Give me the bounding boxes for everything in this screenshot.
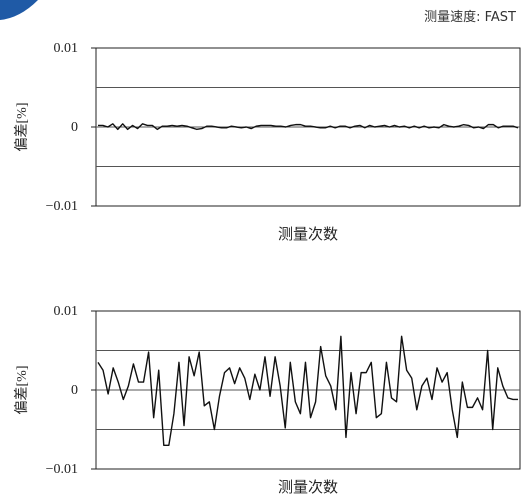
chart-top-xlabel: 测量次数 — [278, 226, 338, 243]
chart-top-ytick-label: 0.01 — [54, 41, 79, 56]
chart-bottom-ytick-label: −0.01 — [46, 462, 78, 477]
chart-top-ytick-label: 0 — [71, 120, 78, 135]
chart-bottom-series — [97, 335, 518, 446]
chart-bottom-ylabel: 偏差[%] — [14, 366, 30, 415]
chart-top: 0.01 0 −0.01 偏差[%] 测量次数 — [14, 41, 521, 243]
chart-top-ytick-label: −0.01 — [46, 199, 78, 214]
chart-top-yticks — [91, 47, 96, 207]
speed-label: 测量速度: FAST — [424, 9, 516, 25]
chart-bottom-ytick-label: 0.01 — [54, 304, 79, 319]
chart-top-series-line — [98, 123, 519, 131]
chart-bottom-ytick-label: 0 — [71, 383, 78, 398]
chart-top-series — [98, 123, 519, 131]
chart-top-ylabel: 偏差[%] — [14, 103, 30, 152]
chart-bottom-xlabel: 测量次数 — [278, 479, 338, 496]
chart-bottom-series-line — [97, 335, 518, 446]
chart-bottom-yticks — [91, 310, 96, 470]
corner-badge — [0, 0, 38, 20]
chart-bottom: 0.01 0 −0.01 偏差[%] 测量次数 — [14, 304, 521, 496]
